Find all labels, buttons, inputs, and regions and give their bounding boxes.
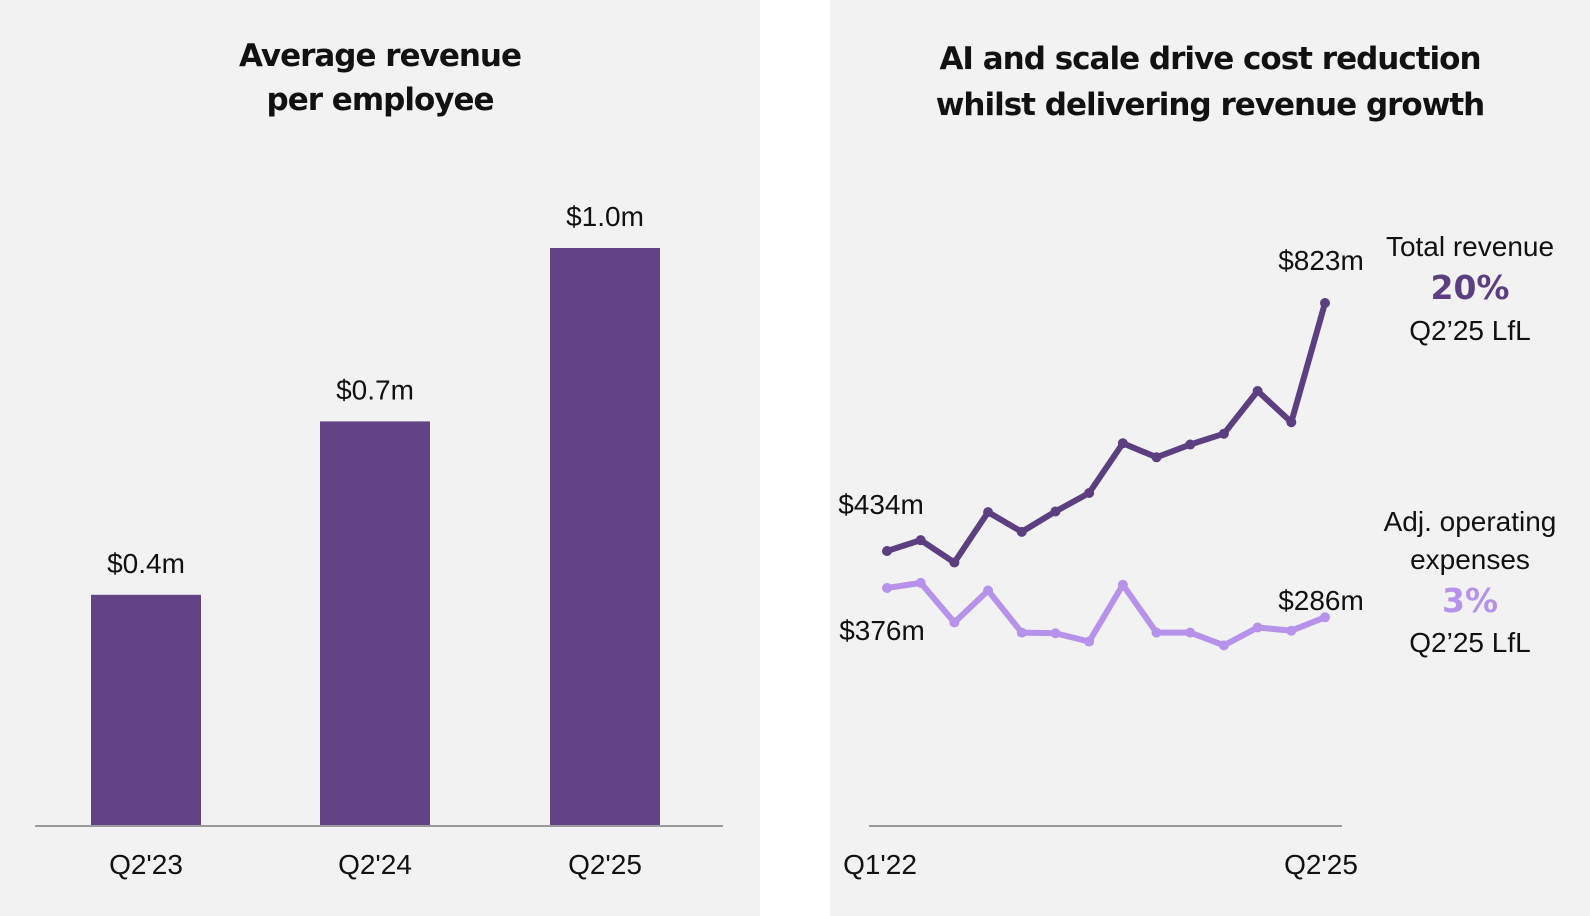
opex-point xyxy=(1117,579,1128,590)
bar-chart-title-line-1: Average revenue xyxy=(238,38,522,74)
opex-point xyxy=(882,582,892,593)
revenue-point xyxy=(1185,439,1196,450)
line-chart-title-line-2: whilst delivering revenue growth xyxy=(935,87,1486,123)
x-tick-label-start: Q1'22 xyxy=(843,849,917,880)
revenue-end-label: $823m xyxy=(1278,245,1364,276)
opex-annotation-name-line-1: Adj. operating xyxy=(1384,506,1557,537)
revenue-point xyxy=(1050,506,1061,517)
opex-change-value: 3% xyxy=(1442,581,1498,620)
opex-point xyxy=(1218,640,1229,651)
opex-point xyxy=(1185,627,1196,638)
opex-point xyxy=(1084,636,1095,647)
revenue-point xyxy=(1151,452,1162,463)
revenue-point xyxy=(1218,428,1229,439)
opex-point xyxy=(1252,622,1263,633)
bar-data-label: $0.4m xyxy=(107,548,185,579)
revenue-point xyxy=(1117,438,1128,449)
opex-point xyxy=(949,617,960,628)
revenue-point xyxy=(1016,526,1027,537)
opex-end-label: $286m xyxy=(1278,585,1364,616)
bar-q223 xyxy=(91,594,201,826)
x-tick-label-end: Q2'25 xyxy=(1284,849,1358,880)
bar-data-label: $0.7m xyxy=(336,374,414,405)
opex-start-label: $376m xyxy=(839,615,925,646)
x-tick-label: Q2'23 xyxy=(109,849,183,880)
opex-annotation-period: Q2’25 LfL xyxy=(1409,627,1530,658)
revenue-start-label: $434m xyxy=(838,489,924,520)
revenue-growth-value: 20% xyxy=(1431,268,1510,307)
opex-point xyxy=(1151,627,1162,638)
revenue-point xyxy=(949,557,960,568)
bar-chart-title: Average revenue per employee xyxy=(0,34,760,122)
revenue-point xyxy=(983,507,994,518)
bar-q224 xyxy=(320,421,430,826)
revenue-line xyxy=(884,300,1328,566)
x-tick-label: Q2'24 xyxy=(338,849,412,880)
revenue-annotation-name: Total revenue xyxy=(1386,231,1554,262)
revenue-point xyxy=(882,546,892,556)
bar-q225 xyxy=(550,248,660,826)
opex-point xyxy=(1286,625,1297,636)
opex-point xyxy=(1050,628,1061,639)
revenue-point xyxy=(1084,487,1095,498)
opex-point xyxy=(983,585,994,596)
opex-point xyxy=(915,577,926,588)
bar-chart-title-line-2: per employee xyxy=(266,82,495,118)
bar-chart: $0.4m Q2'23 $0.7m Q2'24 $1.0m Q2'25 xyxy=(35,201,723,880)
bar-data-label: $1.0m xyxy=(566,201,644,232)
revenue-point xyxy=(1252,385,1263,396)
line-chart-title-line-1: AI and scale drive cost reduction xyxy=(939,41,1481,77)
line-chart: $434m $376m $823m $286m Total revenue 20% Q2’2… xyxy=(838,231,1557,880)
revenue-annotation-period: Q2’25 LfL xyxy=(1409,315,1530,346)
revenue-point xyxy=(1320,298,1330,308)
opex-point xyxy=(1016,627,1027,638)
opex-annotation-name-line-2: expenses xyxy=(1410,544,1530,575)
line-chart-panel: AI and scale drive cost reduction whilst… xyxy=(830,0,1590,916)
revenue-point xyxy=(915,535,926,546)
opex-point xyxy=(1320,612,1330,623)
opex-line xyxy=(884,579,1328,649)
bar-chart-panel: Average revenue per employee $0.4m Q2'23 $… xyxy=(0,0,760,916)
x-tick-label: Q2'25 xyxy=(568,849,642,880)
line-chart-title: AI and scale drive cost reduction whilst… xyxy=(830,36,1590,128)
revenue-point xyxy=(1286,417,1297,428)
